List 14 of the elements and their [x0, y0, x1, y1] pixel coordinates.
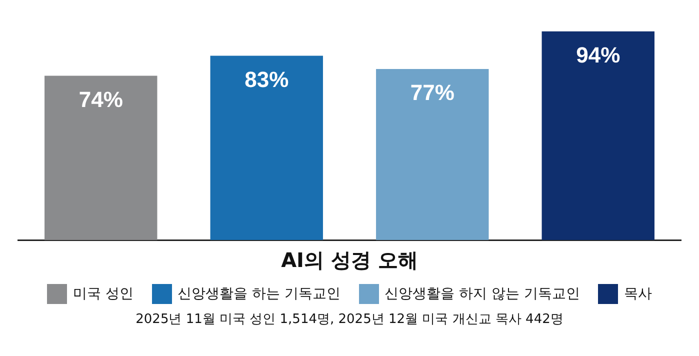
data-label: 74%: [78, 86, 123, 112]
data-label: 77%: [410, 80, 454, 106]
x-tick-label: 목사: [624, 285, 652, 303]
x-tick-label: 미국 성인: [73, 285, 134, 303]
x-tick-label: 신앙생활을 하는 기독교인: [178, 285, 340, 303]
data-label: 83%: [244, 66, 289, 92]
bar: [542, 31, 654, 240]
x-axis-title: AI의 성경 오해: [281, 248, 418, 272]
data-label: 94%: [576, 42, 620, 68]
bar: [44, 76, 158, 240]
text: 2025년 11월 미국 성인 1,514명, 2025년 12월 미국 개신교 목사 442명: [134, 311, 564, 328]
bar: [210, 56, 323, 240]
x-tick-label: 신앙생활을 하지 않는 기독교인: [384, 285, 580, 303]
bar: [376, 69, 489, 240]
